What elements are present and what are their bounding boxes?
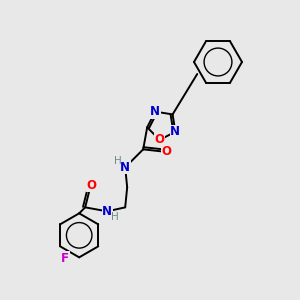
Text: N: N [170,125,180,138]
Text: N: N [150,105,160,118]
Text: O: O [86,179,96,192]
Text: F: F [61,252,69,265]
Text: N: N [102,205,112,218]
Text: N: N [120,161,130,174]
Text: O: O [161,145,171,158]
Text: H: H [111,212,119,222]
Text: H: H [114,156,122,166]
Text: O: O [155,133,165,146]
